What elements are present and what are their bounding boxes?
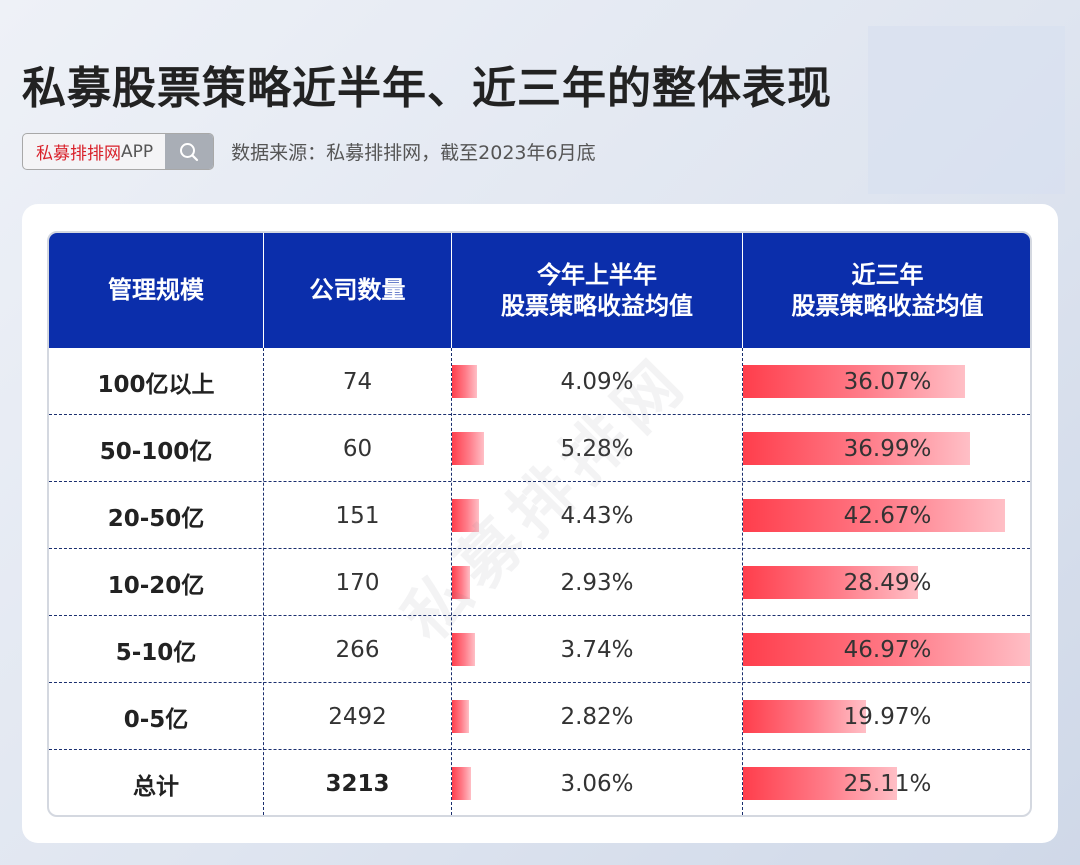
page-title: 私募股票策略近半年、近三年的整体表现 [22,63,832,114]
y3-return-value: 42.67% [843,502,932,529]
count-cell: 170 [335,569,380,596]
column-divider [451,348,452,815]
header-y3: 近三年 股票策略收益均值 [743,233,1030,348]
header-count: 公司数量 [264,233,451,348]
header-divider [263,233,264,348]
count-cell: 151 [335,502,380,529]
scale-cell: 100亿以上 [97,371,215,398]
header-divider [742,233,743,348]
y3-return-bar [743,432,971,465]
table-row: 10-20亿 170 2.93% 28.49% [49,549,1030,616]
table-row: 50-100亿 60 5.28% 36.99% [49,415,1030,482]
h1-return-value: 5.28% [560,435,634,462]
column-divider [263,348,264,815]
y3-return-value: 36.99% [843,435,932,462]
h1-return-value: 3.74% [560,636,634,663]
search-icon [180,142,199,161]
header-h1-line2: 股票策略收益均值 [501,291,693,320]
y3-return-bar [743,499,1006,532]
h1-return-bar [452,566,470,599]
header-scale-label: 管理规模 [108,276,204,304]
source-row: 私募排排网 APP 数据来源：私募排排网，截至2023年6月底 [22,133,596,170]
y3-return-bar [743,767,898,800]
table-row: 0-5亿 2492 2.82% 19.97% [49,683,1030,750]
column-divider [742,348,743,815]
search-text: 私募排排网 APP [23,134,165,169]
y3-return-value: 25.11% [843,770,932,797]
count-cell: 74 [342,368,373,395]
header-y3-line2: 股票策略收益均值 [791,291,984,320]
count-cell: 266 [335,636,380,663]
row-divider [49,481,1030,482]
scale-cell: 20-50亿 [107,505,205,532]
y3-return-value: 19.97% [843,703,932,730]
h1-return-bar [452,700,470,733]
table-row: 5-10亿 266 3.74% 46.97% [49,616,1030,683]
table-row: 20-50亿 151 4.43% 42.67% [49,482,1030,549]
y3-return-value: 28.49% [843,569,932,596]
header-h1: 今年上半年 股票策略收益均值 [452,233,742,348]
scale-cell: 50-100亿 [99,438,213,465]
count-cell: 2492 [328,703,387,730]
row-divider [49,548,1030,549]
h1-return-bar [452,633,475,666]
y3-return-bar [743,700,866,733]
count-cell: 3213 [325,770,390,797]
y3-return-value: 46.97% [843,636,932,663]
header-scale: 管理规模 [49,233,263,348]
source-note: 数据来源：私募排排网，截至2023年6月底 [231,142,596,164]
h1-return-bar [452,432,485,465]
h1-return-value: 4.09% [560,368,634,395]
background-panel [868,26,1065,194]
row-divider [49,615,1030,616]
row-divider [49,682,1030,683]
h1-return-value: 2.82% [560,703,634,730]
row-divider [49,414,1030,415]
header-h1-line1: 今年上半年 [537,260,657,289]
h1-return-bar [452,767,471,800]
table-header: 管理规模 公司数量 今年上半年 股票策略收益均值 近三年 股票策略收益均值 [49,233,1030,348]
table-row: 100亿以上 74 4.09% 36.07% [49,348,1030,415]
h1-return-value: 3.06% [560,770,634,797]
search-box[interactable]: 私募排排网 APP [22,133,215,170]
scale-cell: 总计 [133,773,179,800]
performance-table: 管理规模 公司数量 今年上半年 股票策略收益均值 近三年 股票策略收益均值 10… [47,231,1032,817]
header-count-label: 公司数量 [309,276,406,304]
y3-return-bar [743,566,919,599]
h1-return-bar [452,365,477,398]
y3-return-value: 36.07% [843,368,932,395]
y3-return-bar [743,365,965,398]
header-divider [451,233,452,348]
search-button[interactable] [165,134,214,169]
scale-cell: 0-5亿 [123,706,189,733]
h1-return-value: 2.93% [560,569,634,596]
scale-cell: 5-10亿 [115,639,197,666]
h1-return-bar [452,499,480,532]
scale-cell: 10-20亿 [107,572,205,599]
count-cell: 60 [342,435,373,462]
y3-return-bar [743,633,1030,666]
search-brand: 私募排排网 [36,144,121,164]
header-y3-line1: 近三年 [851,260,924,289]
total-row: 总计 3213 3.06% 25.11% [49,750,1030,815]
row-divider [49,749,1030,750]
search-suffix: APP [121,141,154,162]
h1-return-value: 4.43% [560,502,634,529]
